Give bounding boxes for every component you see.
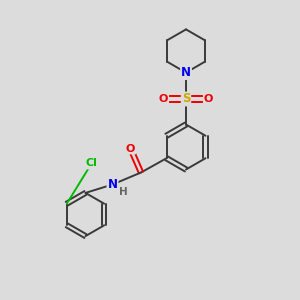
Text: Cl: Cl [85,158,98,169]
Text: H: H [118,187,127,197]
Text: O: O [159,94,168,104]
Text: N: N [107,178,118,191]
Text: O: O [126,143,135,154]
Text: S: S [182,92,190,106]
Text: N: N [181,66,191,79]
Text: O: O [204,94,213,104]
